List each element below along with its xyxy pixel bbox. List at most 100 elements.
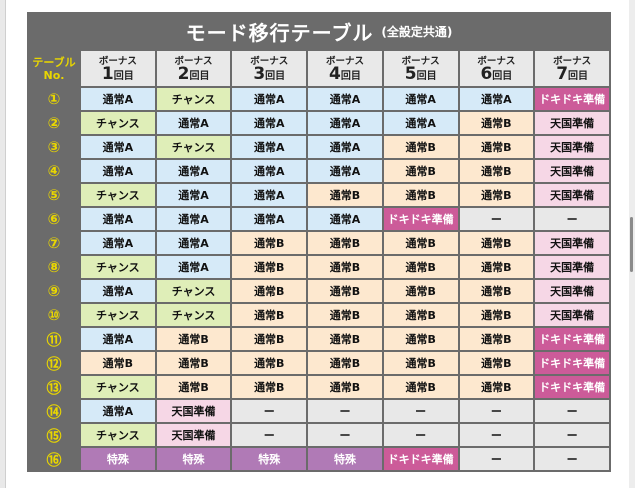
bonus-header-7: ボーナス 7回目 — [535, 51, 609, 86]
mode-cell: 天国準備 — [535, 184, 609, 206]
table-no-sub-label: No. — [43, 68, 65, 82]
scrollbar-track[interactable] — [629, 0, 635, 488]
mode-cell: 通常A — [81, 88, 155, 110]
mode-cell: 通常B — [459, 232, 534, 254]
table-body: ① 通常A チャンス 通常A 通常A 通常A 通常A ドキドキ準備 ② チャンス 通常A 通常A 通常A… — [29, 88, 609, 470]
mode-cell: 通常A — [81, 136, 155, 158]
mode-cell: 通常B — [308, 280, 382, 302]
table-number: ⑩ — [29, 304, 79, 326]
bonus-suffix: 回目 — [265, 70, 286, 82]
mode-cell: 特殊 — [81, 448, 155, 470]
mode-cell: 通常B — [81, 352, 155, 374]
table-row: ① 通常A チャンス 通常A 通常A 通常A 通常A ドキドキ準備 — [29, 88, 609, 110]
table-number: ⑥ — [29, 208, 79, 230]
mode-cell: ー — [232, 424, 307, 446]
table-number: ⑮ — [29, 424, 79, 446]
mode-cell: 通常A — [459, 88, 534, 110]
bonus-suffix: 回目 — [416, 70, 437, 82]
mode-cell: チャンス — [156, 280, 231, 302]
table-title: モード移行テーブル — [185, 21, 374, 45]
table-row: ⑮ チャンス 天国準備ーーーーー — [29, 424, 609, 446]
bonus-count: 6 — [480, 63, 493, 84]
table-number: ⑦ — [29, 232, 79, 254]
mode-cell: 通常B — [308, 352, 382, 374]
mode-cell: 通常A — [308, 160, 382, 182]
mode-cell: ー — [383, 424, 458, 446]
mode-cell: 通常A — [81, 160, 155, 182]
bonus-header-4: ボーナス 4回目 — [308, 51, 382, 86]
table-number: ⑫ — [29, 352, 79, 374]
table-number: ⑪ — [29, 328, 79, 350]
table-number: ⑤ — [29, 184, 79, 206]
mode-cell: ー — [535, 208, 609, 230]
mode-cell: 通常B — [308, 232, 382, 254]
table-row: ⑥ 通常A 通常A 通常A 通常A ドキドキ準備ーー — [29, 208, 609, 230]
table-number: ⑯ — [29, 448, 79, 470]
bonus-label: ボーナス — [401, 55, 440, 67]
mode-cell: 通常B — [156, 376, 231, 398]
mode-cell: 通常B — [383, 328, 458, 350]
bonus-count: 5 — [404, 63, 417, 84]
mode-cell: ー — [459, 424, 534, 446]
mode-cell: 通常B — [459, 136, 534, 158]
mode-cell: チャンス — [81, 304, 155, 326]
mode-cell: 通常A — [81, 208, 155, 230]
mode-cell: 通常A — [232, 88, 307, 110]
mode-cell: 通常A — [156, 208, 231, 230]
table-row: ⑪ 通常A 通常B 通常B 通常B 通常B 通常B ドキドキ準備 — [29, 328, 609, 350]
mode-cell: ー — [535, 448, 609, 470]
bonus-label: ボーナス — [98, 55, 137, 67]
mode-cell: 通常A — [156, 256, 231, 278]
bonus-header-2: ボーナス 2回目 — [156, 51, 231, 86]
mode-cell: 通常B — [459, 328, 534, 350]
mode-cell: 通常B — [156, 328, 231, 350]
mode-cell: 通常B — [383, 160, 458, 182]
mode-cell: 通常B — [459, 304, 534, 326]
mode-cell: チャンス — [81, 376, 155, 398]
bonus-header-1: ボーナス 1回目 — [81, 51, 155, 86]
bonus-label: ボーナス — [325, 55, 364, 67]
mode-cell: 通常B — [232, 280, 307, 302]
mode-cell: 通常A — [156, 232, 231, 254]
mode-cell: 通常B — [232, 304, 307, 326]
mode-cell: ー — [232, 400, 307, 422]
mode-cell: ー — [383, 400, 458, 422]
mode-cell: 通常B — [308, 304, 382, 326]
mode-cell: 通常A — [308, 136, 382, 158]
mode-table-container: モード移行テーブル (全設定共通) テーブル No. ボーナス 1回目 ボーナス 2回… — [27, 12, 611, 472]
mode-cell: ドキドキ準備 — [535, 88, 609, 110]
mode-cell: 通常A — [81, 328, 155, 350]
mode-cell: 特殊 — [156, 448, 231, 470]
bonus-suffix: 回目 — [492, 70, 513, 82]
mode-cell: 天国準備 — [535, 112, 609, 134]
mode-cell: 通常B — [232, 376, 307, 398]
table-row: ④ 通常A 通常A 通常A 通常A 通常B 通常B 天国準備 — [29, 160, 609, 182]
mode-cell: 通常B — [232, 256, 307, 278]
table-row: ⑯ 特殊 特殊 特殊 特殊 ドキドキ準備ーー — [29, 448, 609, 470]
mode-cell: 通常B — [156, 352, 231, 374]
table-row: ⑧ チャンス 通常A 通常B 通常B 通常B 通常B 天国準備 — [29, 256, 609, 278]
mode-cell: ー — [535, 400, 609, 422]
bonus-suffix: 回目 — [340, 70, 361, 82]
bonus-suffix: 回目 — [113, 70, 134, 82]
bonus-label: ボーナス — [250, 55, 289, 67]
mode-cell: チャンス — [81, 112, 155, 134]
bonus-label: ボーナス — [174, 55, 213, 67]
mode-cell: 天国準備 — [156, 424, 231, 446]
mode-cell: ドキドキ準備 — [535, 352, 609, 374]
mode-cell: 通常B — [383, 352, 458, 374]
mode-cell: 天国準備 — [535, 280, 609, 302]
table-row: ⑦ 通常A 通常A 通常B 通常B 通常B 通常B 天国準備 — [29, 232, 609, 254]
mode-cell: 通常B — [232, 232, 307, 254]
mode-cell: 通常A — [308, 208, 382, 230]
mode-cell: 通常A — [156, 160, 231, 182]
scrollbar-thumb[interactable] — [630, 217, 633, 272]
mode-cell: 通常B — [308, 256, 382, 278]
mode-cell: ー — [308, 400, 382, 422]
mode-cell: 通常B — [308, 184, 382, 206]
mode-cell: ドキドキ準備 — [383, 448, 458, 470]
bonus-count: 1 — [101, 63, 114, 84]
table-no-header: テーブル No. — [29, 51, 79, 86]
mode-cell: ー — [459, 208, 534, 230]
table-row: ⑫ 通常B 通常B 通常B 通常B 通常B 通常B ドキドキ準備 — [29, 352, 609, 374]
